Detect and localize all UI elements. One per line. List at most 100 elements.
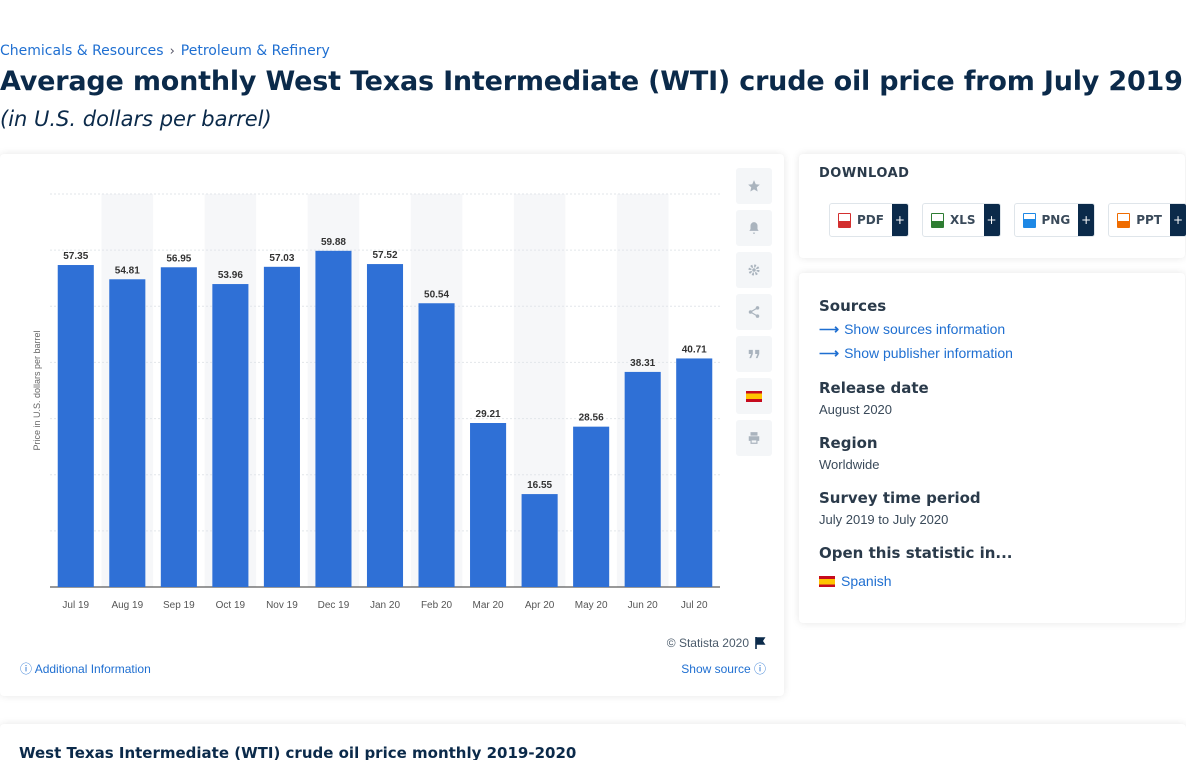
bar-sep-19	[160, 267, 197, 587]
notification-bell-icon[interactable]	[736, 210, 772, 246]
bar-jan-20	[366, 264, 404, 587]
bar-apr-20	[521, 494, 558, 587]
x-tick-label: Sep 19	[163, 600, 195, 611]
x-tick-label: Jul 20	[681, 600, 708, 611]
breadcrumb-chemicals-resources[interactable]: Chemicals & Resources	[0, 43, 164, 59]
download-panel: DOWNLOAD PDF + XLS + PNG + PPT +	[799, 154, 1186, 258]
show-sources-link[interactable]: ⟶ Show sources information	[819, 321, 1005, 338]
x-tick-label: Jun 20	[628, 600, 658, 611]
share-icon[interactable]	[736, 294, 772, 330]
open-statistic-heading: Open this statistic in...	[819, 544, 1013, 562]
arrow-right-icon: ⟶	[819, 321, 840, 337]
show-source-label: Show source	[681, 662, 751, 676]
show-publisher-label: Show publisher information	[844, 345, 1013, 361]
data-label: 53.96	[218, 270, 243, 281]
open-in-spanish-link[interactable]: Spanish	[819, 573, 892, 589]
flag-report-icon[interactable]	[755, 637, 766, 649]
info-circle-icon: ⓘ	[753, 662, 766, 676]
xls-file-icon	[930, 212, 944, 228]
download-png-label: PNG	[1041, 213, 1071, 227]
x-tick-label: Oct 19	[216, 600, 246, 611]
bar-mar-20	[470, 423, 507, 587]
bar-dec-19	[315, 250, 352, 587]
x-tick-label: Feb 20	[421, 600, 453, 611]
bar-chart: Price in U.S. dollars per barrel 57.35 Jul…	[32, 193, 720, 611]
download-xls-label: XLS	[949, 213, 976, 227]
download-xls-button[interactable]: XLS +	[921, 203, 1001, 237]
settings-gear-icon[interactable]	[736, 252, 772, 288]
data-label: 57.52	[372, 250, 397, 261]
data-label: 16.55	[527, 480, 552, 491]
data-label: 59.88	[321, 237, 346, 248]
page-subtitle: (in U.S. dollars per barrel)	[0, 107, 272, 131]
download-png-button[interactable]: PNG +	[1013, 203, 1096, 237]
region-value: Worldwide	[819, 457, 880, 472]
bar-oct-19	[212, 284, 249, 587]
spanish-flag-icon[interactable]	[736, 378, 772, 414]
release-date-value: August 2020	[819, 402, 893, 417]
statistic-info-panel: Sources ⟶ Show sources information ⟶ Show …	[799, 273, 1185, 623]
x-tick-label: Apr 20	[525, 600, 555, 611]
region-heading: Region	[819, 434, 878, 452]
bar-jul-19	[57, 265, 94, 587]
data-label: 50.54	[424, 289, 449, 300]
download-buttons: PDF + XLS + PNG + PPT +	[829, 203, 1186, 237]
data-label: 38.31	[630, 358, 655, 369]
show-source-link[interactable]: Show source ⓘ	[681, 660, 766, 677]
chart-toolbar	[736, 168, 772, 456]
bar-aug-19	[109, 279, 146, 587]
show-sources-label: Show sources information	[844, 321, 1006, 337]
related-statistic-title[interactable]: West Texas Intermediate (WTI) crude oil …	[19, 744, 577, 760]
data-label: 56.95	[166, 253, 191, 264]
breadcrumb: Chemicals & Resources › Petroleum & Refi…	[0, 43, 330, 59]
copyright-notice: © Statista 2020	[667, 636, 766, 650]
copyright-text: © Statista 2020	[666, 636, 749, 650]
x-tick-label: Dec 19	[318, 600, 350, 611]
chart-card: Price in U.S. dollars per barrel 57.35 Jul…	[0, 154, 784, 696]
release-date-heading: Release date	[819, 379, 929, 397]
data-label: 57.03	[269, 253, 294, 264]
survey-period-value: July 2019 to July 2020	[819, 512, 949, 527]
arrow-right-icon: ⟶	[819, 345, 840, 361]
page-title: Average monthly West Texas Intermediate …	[0, 66, 1186, 97]
spanish-flag-icon	[819, 575, 835, 587]
download-title: DOWNLOAD	[819, 166, 910, 181]
additional-information-label: Additional Information	[34, 662, 151, 676]
info-circle-icon: ⓘ	[20, 662, 33, 676]
survey-period-heading: Survey time period	[819, 489, 981, 507]
download-ppt-label: PPT	[1136, 213, 1162, 227]
x-tick-label: Nov 19	[266, 600, 298, 611]
download-ppt-plus: +	[1169, 204, 1186, 236]
download-pdf-plus: +	[891, 204, 908, 236]
data-label: 40.71	[682, 344, 707, 355]
data-label: 28.56	[579, 413, 604, 424]
bar-nov-19	[263, 266, 300, 587]
breadcrumb-petroleum-refinery[interactable]: Petroleum & Refinery	[180, 43, 330, 59]
print-icon[interactable]	[736, 420, 772, 456]
bar-jun-20	[624, 371, 661, 587]
y-axis-label: Price in U.S. dollars per barrel	[32, 330, 42, 450]
citation-quote-icon[interactable]	[736, 336, 772, 372]
show-publisher-link[interactable]: ⟶ Show publisher information	[819, 345, 1013, 362]
bar-may-20	[573, 426, 610, 587]
bar-feb-20	[418, 303, 455, 587]
x-tick-label: May 20	[575, 600, 608, 611]
data-label: 29.21	[476, 409, 501, 420]
x-tick-label: Aug 19	[111, 600, 143, 611]
sources-heading: Sources	[819, 297, 887, 315]
download-pdf-button[interactable]: PDF +	[829, 203, 909, 237]
download-png-plus: +	[1078, 204, 1095, 236]
x-tick-label: Jan 20	[370, 600, 400, 611]
pdf-file-icon	[838, 212, 851, 228]
favorite-star-icon[interactable]	[736, 168, 772, 204]
related-statistic-card: West Texas Intermediate (WTI) crude oil …	[0, 724, 1186, 760]
x-tick-label: Mar 20	[473, 600, 505, 611]
data-label: 57.35	[63, 251, 88, 262]
download-pdf-label: PDF	[857, 213, 884, 227]
additional-information-link[interactable]: ⓘ Additional Information	[20, 660, 151, 677]
download-xls-plus: +	[983, 204, 1000, 236]
ppt-file-icon	[1117, 212, 1131, 228]
download-ppt-button[interactable]: PPT +	[1108, 203, 1186, 237]
breadcrumb-separator: ›	[169, 43, 175, 59]
data-label: 54.81	[115, 265, 140, 276]
